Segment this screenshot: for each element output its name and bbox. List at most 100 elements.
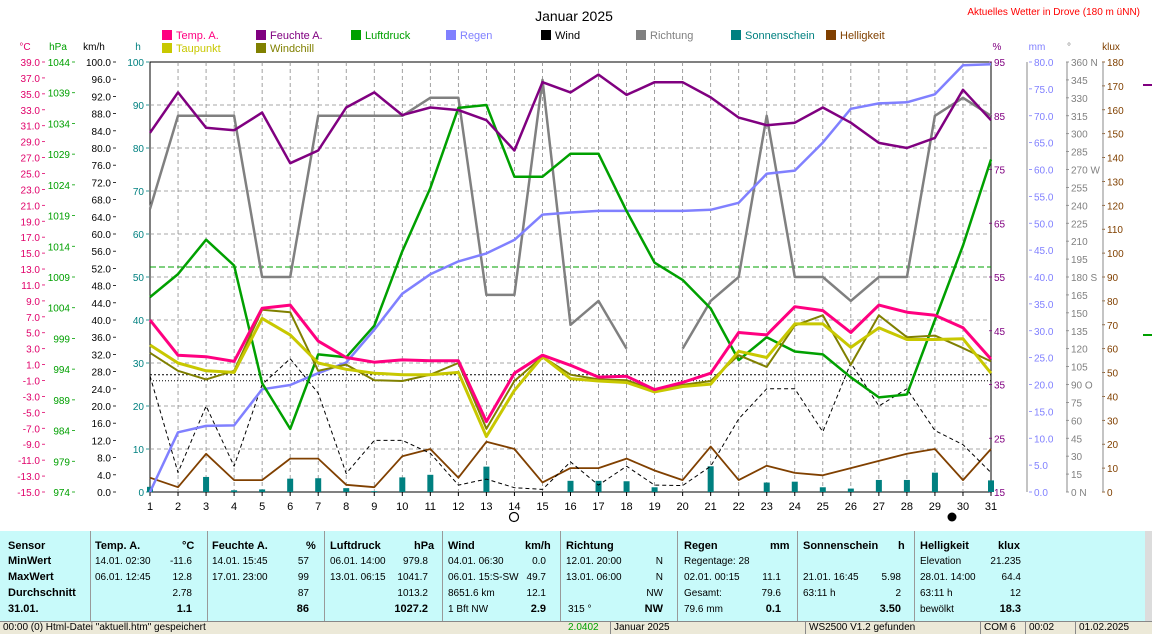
axis-tick-label: 30: [133, 359, 145, 370]
x-tick-label: 29: [929, 501, 941, 513]
humidity-header: Feuchte A.: [212, 540, 268, 552]
current-date-label: 31.01.: [8, 603, 39, 615]
axis-unit-label: %: [993, 42, 1002, 53]
axis-tick-label: 15.0: [21, 249, 41, 260]
bar-sonnenschein: [819, 487, 826, 492]
temp-max-value: 12.8: [172, 572, 192, 583]
wind-distance: 8651.6 km: [448, 588, 495, 599]
pressure-current-value: 1027.2: [394, 603, 428, 615]
axis-tick-label: 4.0: [97, 471, 111, 482]
axis-tick-label: 974: [53, 488, 70, 499]
bar-sonnenschein: [847, 488, 854, 492]
status-month: Januar 2025: [610, 622, 804, 634]
axis-tick-label: 64.0: [92, 213, 112, 224]
axis-tick-label: 40.0: [92, 316, 112, 327]
axis-tick-label: 330: [1071, 94, 1088, 105]
x-tick-label: 3: [203, 501, 209, 513]
axis-tick-label: 55: [994, 273, 1006, 284]
legend-swatch-wind: [541, 30, 551, 40]
temp-current-value: 1.1: [176, 603, 192, 615]
axis-tick-label: -1.0: [23, 377, 41, 388]
legend-swatch-windchill: [256, 43, 266, 53]
x-tick-label: 4: [231, 501, 237, 513]
axis-tick-label: 0.0: [1034, 488, 1048, 499]
brightness-avg-value: 12: [1009, 588, 1021, 599]
axis-tick-label: 23.0: [21, 185, 41, 196]
bar-sonnenschein: [791, 481, 798, 492]
axis-tick-label: 989: [53, 396, 70, 407]
axis-tick-label: 150: [1071, 309, 1088, 320]
weather-chart: Januar 2025 Aktuelles Wetter in Drove (1…: [17, 7, 1152, 523]
axis-unit-label: h: [135, 42, 141, 53]
rain-max-date: 02.01. 00:15: [684, 572, 740, 583]
axis-tick-label: 13.0: [21, 265, 41, 276]
brightness-max-date: 28.01. 14:00: [920, 572, 976, 583]
axis-tick-label: 25.0: [21, 169, 41, 180]
axis-tick-label: 1039: [48, 89, 71, 100]
direction-min-value: N: [655, 556, 663, 567]
x-tick-label: 17: [592, 501, 604, 513]
axes: 39.0 37.0 35.0 33.0 31.0 29.0 27.0 25.0 23.0 21.0…: [17, 42, 1124, 499]
axis-tick-label: 1024: [48, 181, 71, 192]
axis-tick-label: 40: [1107, 392, 1119, 403]
status-message: 00:00 (0) Html-Datei "aktuell.htm" gespe…: [3, 622, 206, 633]
pressure-min-date: 06.01. 14:00: [330, 556, 386, 567]
series-line-taupunkt: [149, 316, 993, 438]
axis-tick-label: 60: [1107, 345, 1119, 356]
legend-swatch-regen: [446, 30, 456, 40]
legend-swatch-helligkeit: [826, 30, 836, 40]
humidity-min-date: 14.01. 15:45: [212, 556, 268, 567]
axis-tick-label: 3.0: [26, 345, 40, 356]
direction-current-value: NW: [644, 603, 663, 615]
rain-max-value: 11.1: [762, 572, 781, 583]
axis-tick-label: 30: [1107, 416, 1119, 427]
x-tick-label: 25: [817, 501, 829, 513]
axis-tick-label: 50.0: [1034, 219, 1054, 230]
axis-tick-label: 1044: [48, 58, 71, 69]
axis-tick-label: 120: [1107, 201, 1124, 212]
x-tick-label: 16: [564, 501, 576, 513]
axis-tick-label: 85: [994, 112, 1006, 123]
brightness-current-condition: bewölkt: [920, 604, 954, 615]
x-tick-label: 15: [536, 501, 548, 513]
legend-label-luftdruck: Luftdruck: [365, 30, 411, 42]
rain-total-value: 79.6: [761, 588, 781, 599]
axis-tick-label: 84.0: [92, 127, 112, 138]
brightness-elevation-label: Elevation: [920, 556, 962, 567]
rain-total-label: Gesamt:: [684, 588, 722, 599]
brightness-header: Helligkeit: [920, 540, 969, 552]
x-tick-label: 10: [396, 501, 408, 513]
axis-tick-label: -9.0: [23, 440, 41, 451]
direction-min-date: 12.01. 20:00: [566, 556, 622, 567]
series-line-windchill: [149, 308, 992, 430]
x-tick-label: 20: [677, 501, 689, 513]
axis-tick-label: 90: [133, 101, 145, 112]
x-tick-label: 7: [315, 501, 321, 513]
bar-sonnenschein: [651, 487, 658, 492]
pressure-unit: hPa: [414, 540, 435, 552]
axis-tick-label: 0 N: [1071, 488, 1087, 499]
direction-max-date: 13.01. 06:00: [566, 572, 622, 583]
axis-tick-label: 984: [53, 427, 70, 438]
axis-tick-label: 50: [133, 273, 145, 284]
bar-sonnenschein: [903, 479, 910, 492]
humidity-min-value: 57: [297, 556, 309, 567]
right-marker-pressure: [1143, 334, 1152, 336]
minwert-label: MinWert: [8, 555, 52, 567]
axis-tick-label: 1019: [48, 212, 71, 223]
direction-header: Richtung: [566, 540, 614, 552]
legend: Temp. A.Taupunkt Feuchte A.Windchill Luftd…: [162, 30, 885, 55]
axis-tick-label: 130: [1107, 177, 1124, 188]
axis-tick-label: 24.0: [92, 385, 112, 396]
axis-tick-label: 55.0: [1034, 192, 1054, 203]
axis-tick-label: 39.0: [21, 58, 41, 69]
bar-sonnenschein: [259, 489, 266, 492]
bar-sonnenschein: [315, 478, 322, 492]
pressure-min-value: 979.8: [402, 556, 428, 567]
table-scrollbar[interactable]: [1145, 531, 1152, 621]
bar-sonnenschein: [931, 472, 938, 492]
sunshine-header: Sonnenschein: [803, 540, 879, 552]
wind-min-date: 04.01. 06:30: [448, 556, 504, 567]
series-line-feuchte-a: [148, 73, 992, 165]
axis-tick-label: 76.0: [92, 161, 112, 172]
